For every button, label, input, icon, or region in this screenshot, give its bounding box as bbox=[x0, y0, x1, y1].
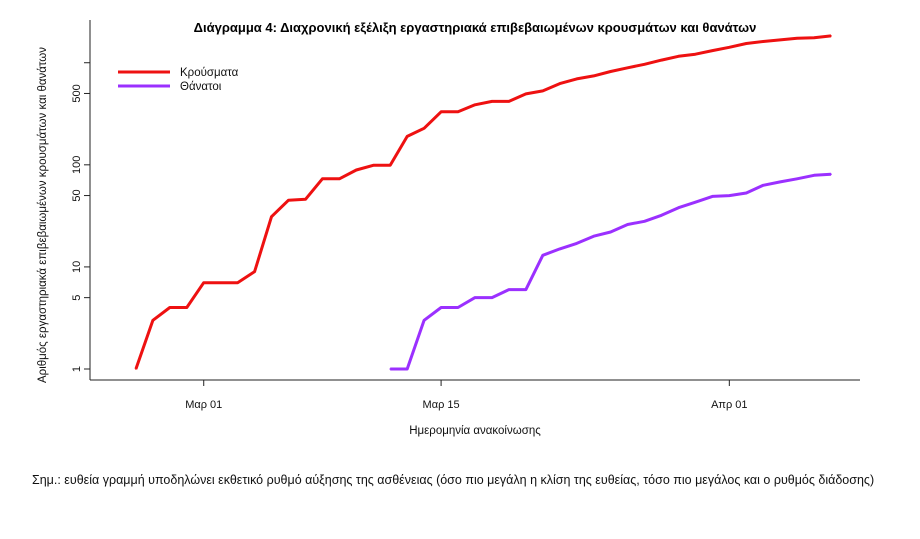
data-point bbox=[575, 78, 578, 80]
data-point bbox=[609, 231, 612, 233]
x-axis-label: Ημερομηνία ανακοίνωσης bbox=[409, 425, 541, 437]
data-point bbox=[169, 306, 171, 309]
chart: Διάγραμμα 4: Διαχρονική εξέλιξη εργαστηρ… bbox=[37, 20, 860, 437]
data-point bbox=[321, 178, 324, 180]
data-point bbox=[762, 184, 764, 187]
data-point bbox=[830, 35, 832, 37]
data-point bbox=[660, 59, 663, 61]
data-point bbox=[609, 70, 612, 73]
chart-title: Διάγραμμα 4: Διαχρονική εξέλιξη εργαστηρ… bbox=[194, 20, 757, 35]
data-point bbox=[508, 288, 510, 291]
data-point bbox=[491, 296, 493, 299]
data-point bbox=[525, 288, 527, 291]
legend-label-deaths: Θάνατοι bbox=[180, 81, 222, 93]
data-point bbox=[423, 127, 425, 130]
data-point bbox=[508, 100, 510, 103]
data-point bbox=[372, 164, 375, 167]
series-layer bbox=[134, 34, 832, 371]
legend: Κρούσματα Θάνατοι bbox=[118, 67, 239, 93]
y-tick-label: 5 bbox=[71, 295, 83, 301]
data-point bbox=[236, 281, 239, 284]
data-point bbox=[406, 135, 409, 138]
data-point bbox=[694, 201, 697, 203]
data-point bbox=[592, 235, 595, 237]
data-point bbox=[355, 169, 358, 171]
data-point bbox=[796, 178, 798, 180]
y-tick-label: 1 bbox=[71, 366, 83, 372]
data-point bbox=[643, 63, 646, 66]
legend-label-cases: Κρούσματα bbox=[180, 67, 239, 79]
x-tick-label: Μαρ 15 bbox=[423, 399, 460, 411]
data-point bbox=[474, 104, 476, 106]
y-tick-label: 10 bbox=[71, 261, 83, 273]
data-point bbox=[694, 53, 697, 55]
data-point bbox=[202, 281, 205, 284]
data-point bbox=[559, 248, 561, 250]
data-point bbox=[152, 319, 154, 322]
data-point bbox=[643, 220, 646, 223]
data-point bbox=[728, 46, 731, 49]
data-point bbox=[389, 164, 392, 167]
data-point bbox=[406, 368, 409, 370]
y-tick-label: 100 bbox=[71, 156, 83, 174]
y-axis-label: Αριθμός εργαστηριακά επιβεβαιωμένων κρου… bbox=[37, 47, 49, 383]
data-point bbox=[440, 306, 442, 309]
data-point bbox=[711, 49, 714, 52]
data-point bbox=[711, 195, 714, 198]
data-point bbox=[287, 199, 290, 201]
data-point bbox=[779, 181, 781, 183]
data-point bbox=[457, 306, 459, 309]
data-point bbox=[745, 42, 748, 45]
data-point bbox=[491, 100, 493, 103]
data-point bbox=[186, 306, 188, 309]
data-point bbox=[660, 214, 663, 217]
data-point bbox=[338, 178, 341, 180]
data-point bbox=[728, 194, 731, 197]
series-line-cases bbox=[134, 34, 832, 370]
footnote: Σημ.: ευθεία γραμμή υποδηλώνει εκθετικό … bbox=[32, 473, 875, 487]
data-point bbox=[677, 55, 680, 58]
data-point bbox=[592, 75, 595, 77]
data-point bbox=[796, 37, 798, 40]
x-ticks: Μαρ 01 Μαρ 15 Απρ 01 bbox=[185, 380, 748, 411]
y-tick-label: 500 bbox=[71, 84, 83, 102]
y-tick-label: 50 bbox=[71, 189, 83, 201]
data-point bbox=[474, 296, 476, 299]
data-point bbox=[745, 192, 748, 194]
data-point bbox=[457, 111, 459, 113]
data-point bbox=[575, 242, 578, 245]
data-point bbox=[270, 215, 273, 218]
series-line-deaths bbox=[390, 172, 832, 371]
y-ticks: 1 5 10 50 100 500 bbox=[71, 62, 90, 372]
data-point bbox=[813, 37, 815, 39]
data-point bbox=[389, 368, 392, 370]
data-point bbox=[423, 319, 425, 322]
data-point bbox=[525, 93, 527, 95]
x-tick-label: Απρ 01 bbox=[711, 399, 747, 411]
data-point bbox=[626, 67, 629, 69]
data-point bbox=[813, 174, 815, 177]
data-point bbox=[677, 206, 680, 209]
data-point bbox=[440, 111, 442, 113]
data-point bbox=[626, 223, 629, 226]
data-point bbox=[135, 368, 137, 370]
data-point bbox=[253, 270, 256, 273]
data-point bbox=[542, 90, 544, 92]
x-tick-label: Μαρ 01 bbox=[185, 399, 222, 411]
data-point bbox=[304, 198, 307, 201]
data-point bbox=[559, 82, 561, 85]
data-point bbox=[830, 173, 832, 175]
data-point bbox=[762, 40, 764, 43]
data-point bbox=[542, 254, 544, 257]
data-point bbox=[779, 39, 781, 41]
data-point bbox=[219, 281, 222, 284]
